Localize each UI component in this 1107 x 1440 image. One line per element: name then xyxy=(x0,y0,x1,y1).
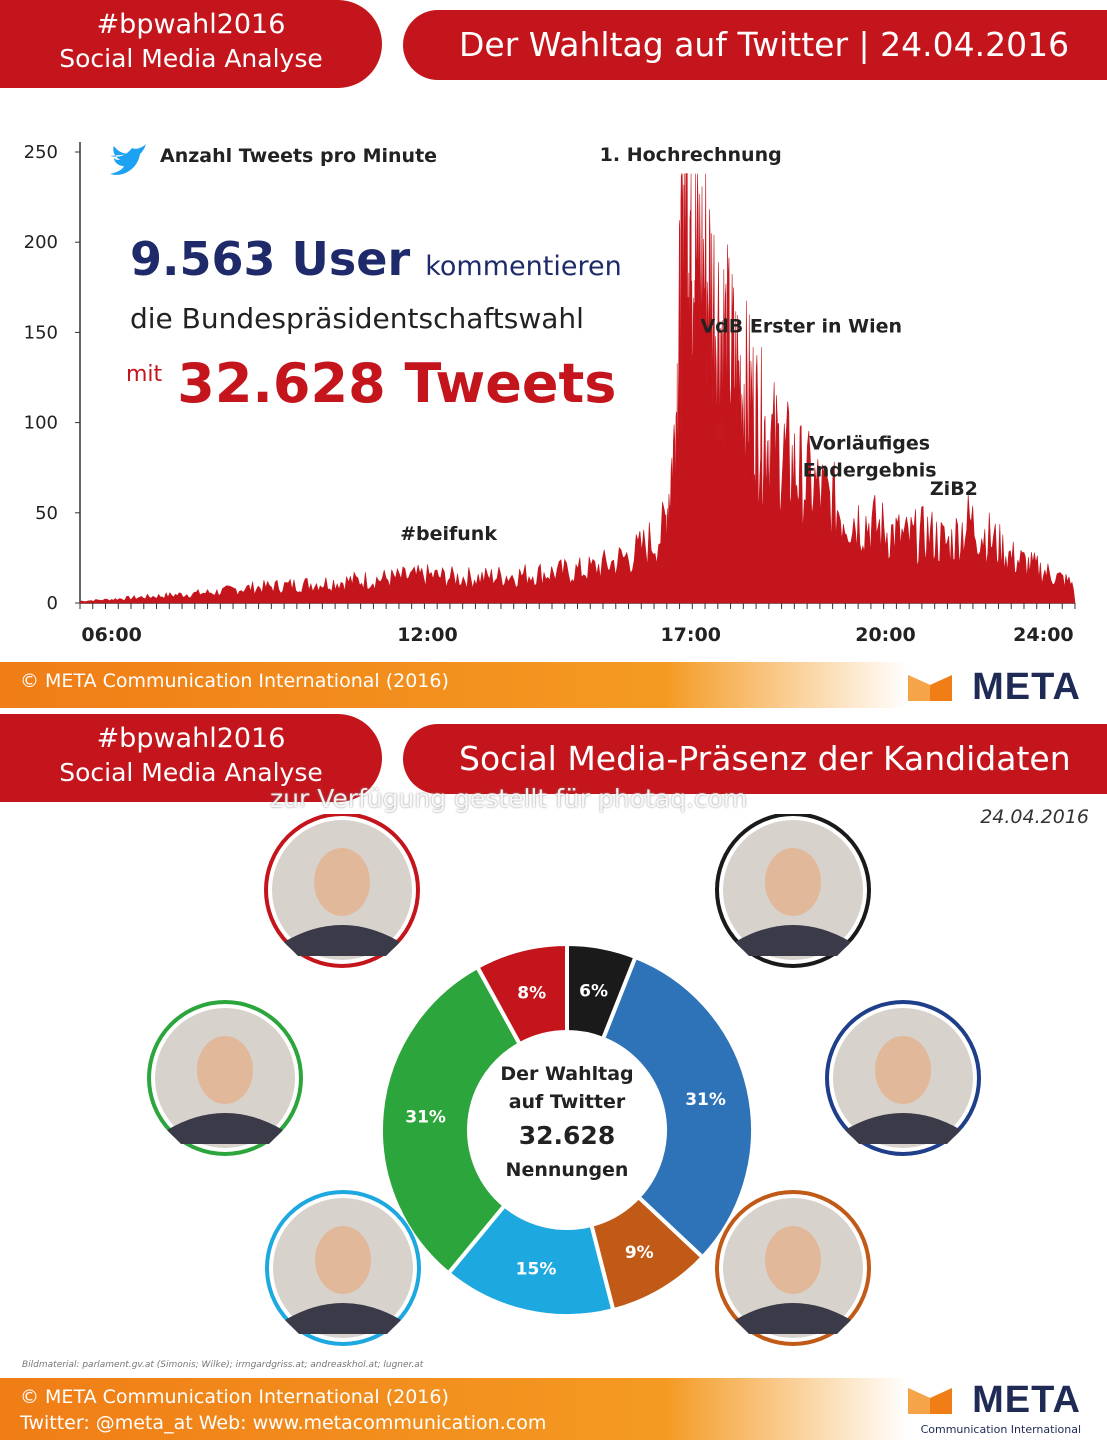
chart-annotation: Endergebnis xyxy=(803,460,937,482)
x-tick-label: 17:00 xyxy=(660,624,720,646)
candidate-avatar-khol xyxy=(715,814,871,968)
donut-center-line1: Der Wahltag xyxy=(500,1063,633,1085)
header-subtitle: Social Media Analyse xyxy=(59,758,323,787)
candidate-avatar-hundstorfer xyxy=(264,814,420,968)
header-hashtag: #bpwahl2016 xyxy=(96,723,286,754)
twitter-bird-icon xyxy=(110,144,146,175)
footer-bar: © META Communication International (2016… xyxy=(0,662,1107,708)
donut-center-total: 32.628 xyxy=(519,1121,615,1150)
header-hashtag: #bpwahl2016 xyxy=(96,9,286,40)
donut-slice xyxy=(379,964,523,1277)
y-tick-label: 200 xyxy=(24,232,58,253)
stat-tweets-line: mit 32.628 Tweets xyxy=(126,352,616,415)
donut-slice-label: 9% xyxy=(625,1243,654,1263)
stat-users-line: 9.563 User kommentieren xyxy=(130,232,622,286)
stat-election-text: die Bundespräsidentschaftswahl xyxy=(130,302,584,335)
chart-annotation: 1. Hochrechnung xyxy=(600,144,782,166)
x-tick-label: 12:00 xyxy=(397,624,457,646)
candidate-avatar-griss xyxy=(265,1190,421,1346)
avatar-face xyxy=(765,848,821,916)
image-credit: Bildmaterial: parlament.gv.at (Simonis; … xyxy=(22,1360,424,1370)
chart-annotation: Vorläufiges xyxy=(809,433,930,455)
slide-title: Der Wahltag auf Twitter | 24.04.2016 xyxy=(403,10,1107,80)
donut-slice-label: 8% xyxy=(517,983,546,1003)
avatar-shoulders xyxy=(285,1303,401,1334)
y-tick-label: 150 xyxy=(24,322,58,343)
slide-candidate-presence: #bpwahl2016 Social Media Analyse Social … xyxy=(0,714,1107,1440)
avatar-shoulders xyxy=(284,925,400,956)
avatar-face xyxy=(197,1036,253,1104)
chart-annotation: #beifunk xyxy=(400,523,497,545)
donut-slice xyxy=(600,954,755,1261)
donut-slice-label: 6% xyxy=(579,982,608,1002)
y-tick-label: 0 xyxy=(47,593,58,614)
donut-slice-label: 31% xyxy=(685,1090,726,1110)
meta-logo: META xyxy=(906,666,1081,708)
avatar-shoulders xyxy=(735,1303,851,1334)
candidate-avatar-lugner xyxy=(715,1190,871,1346)
avatar-face xyxy=(315,1226,371,1294)
meta-logo-subtitle: Communication International xyxy=(920,1423,1081,1436)
donut-slice xyxy=(474,941,569,1047)
meta-logo-text: META xyxy=(972,666,1081,708)
x-tick-label: 20:00 xyxy=(855,624,915,646)
meta-logo-text: META xyxy=(972,1379,1081,1421)
y-tick-label: 50 xyxy=(35,503,58,524)
y-tick-label: 100 xyxy=(24,413,58,434)
candidate-avatar-hofer xyxy=(825,1000,981,1156)
header-hashtag-box: #bpwahl2016 Social Media Analyse xyxy=(0,714,382,802)
tweets-area-chart: 0 50 100 150 200 250 06:00 12:00 17:00 20:00 24:00… xyxy=(24,142,1076,646)
twitter-bird-shape xyxy=(110,144,146,175)
stat-users-text: kommentieren xyxy=(425,251,622,282)
meta-logo-icon xyxy=(908,674,953,701)
slide-tweets-per-minute: #bpwahl2016 Social Media Analyse Der Wah… xyxy=(0,0,1107,708)
slide-title: Social Media-Präsenz der Kandidaten xyxy=(403,724,1107,794)
avatar-face xyxy=(314,848,370,916)
avatar-shoulders xyxy=(845,1113,961,1144)
avatar-face xyxy=(765,1226,821,1294)
stat-tweets-number: 32.628 Tweets xyxy=(177,352,617,415)
donut-slice-label: 31% xyxy=(405,1108,446,1128)
donut-slice-label: 15% xyxy=(516,1260,557,1280)
meta-logo: META Communication International xyxy=(906,1379,1081,1436)
stat-mit: mit xyxy=(126,362,163,387)
footer-contact: Twitter: @meta_at Web: www.metacommunica… xyxy=(20,1412,547,1434)
avatar-shoulders xyxy=(167,1113,283,1144)
avatar-shoulders xyxy=(735,925,851,956)
header-subtitle: Social Media Analyse xyxy=(59,44,323,73)
donut-center-line2: auf Twitter xyxy=(509,1091,626,1113)
watermark: zur Verfügung gestellt für photaq.com xyxy=(270,784,748,813)
meta-logo-icon xyxy=(908,1387,953,1414)
chart-legend-label: Anzahl Tweets pro Minute xyxy=(160,145,437,167)
footer-copyright: © META Communication International (2016… xyxy=(20,670,449,692)
x-tick-label: 24:00 xyxy=(1013,624,1073,646)
stat-users-number: 9.563 User xyxy=(130,232,411,286)
series-tweets-area xyxy=(79,173,1076,604)
donut-center-line4: Nennungen xyxy=(506,1159,629,1181)
chart-annotation: VdB Erster in Wien xyxy=(700,315,902,337)
header-hashtag-box: #bpwahl2016 Social Media Analyse xyxy=(0,0,382,88)
chart-annotation: ZiB2 xyxy=(930,478,978,500)
slide-divider xyxy=(0,708,1107,714)
mentions-donut-chart: 6% 31% 9% 15% 31% 8% Der Wahltag auf Twitter 32.… xyxy=(147,814,981,1346)
y-tick-label: 250 xyxy=(24,142,58,163)
stat-election-line: die Bundespräsidentschaftswahl xyxy=(130,302,584,335)
footer-copyright: © META Communication International (2016… xyxy=(20,1386,449,1408)
slide-date: 24.04.2016 xyxy=(980,806,1089,828)
footer-bar: © META Communication International (2016… xyxy=(0,1378,1107,1440)
x-tick-label: 06:00 xyxy=(81,624,141,646)
candidate-avatar-vanderbellen xyxy=(147,1000,303,1156)
avatar-face xyxy=(875,1036,931,1104)
